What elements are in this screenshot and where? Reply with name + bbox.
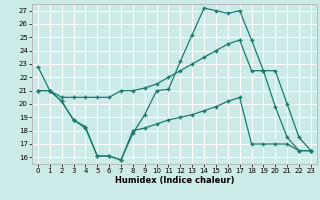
X-axis label: Humidex (Indice chaleur): Humidex (Indice chaleur) [115, 176, 234, 185]
